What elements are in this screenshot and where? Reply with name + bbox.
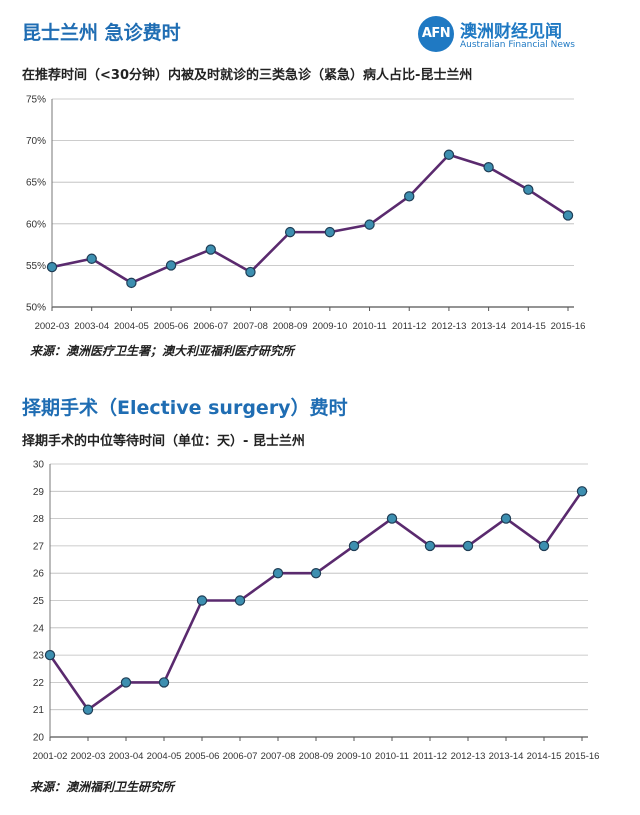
data-point [348, 540, 360, 552]
y-tick-label: 22 [33, 678, 45, 689]
data-point [82, 704, 94, 715]
chart2-subtitle: 择期手术的中位等待时间（单位：天）- 昆士兰州 [22, 434, 305, 449]
data-point [483, 162, 494, 173]
y-tick-label: 24 [33, 623, 45, 634]
x-tick-label: 2001-02 [33, 751, 68, 762]
data-point [523, 184, 534, 195]
x-tick-label: 2015-16 [565, 751, 600, 762]
x-tick-label: 2007-08 [261, 751, 296, 762]
y-tick-label: 75% [26, 95, 46, 106]
x-tick-label: 2009-10 [312, 321, 347, 332]
data-point [234, 595, 246, 606]
x-tick-label: 2013-14 [471, 321, 506, 332]
data-point [576, 486, 588, 497]
data-point [284, 226, 296, 238]
x-tick-label: 2006-07 [193, 321, 228, 332]
chart1-source: 来源：澳洲医疗卫生署；澳大利亚福利医疗研究所 [30, 344, 295, 358]
data-point [158, 677, 170, 688]
data-point [324, 226, 336, 238]
afn-logo-chinese: 澳洲财经见闻 [460, 22, 562, 42]
data-point [272, 567, 284, 579]
x-tick-label: 2014-15 [527, 751, 562, 762]
x-tick-label: 2004-05 [147, 751, 182, 762]
y-tick-label: 23 [33, 651, 45, 662]
data-point [364, 219, 375, 230]
x-tick-label: 2010-11 [375, 751, 409, 762]
x-tick-label: 2010-11 [352, 321, 386, 332]
x-tick-label: 2013-14 [489, 751, 524, 762]
x-tick-label: 2003-04 [74, 321, 109, 332]
data-point [120, 677, 132, 688]
x-tick-label: 2008-09 [273, 321, 308, 332]
series-line [51, 153, 569, 285]
x-tick-label: 2003-04 [109, 751, 144, 762]
data-point [462, 540, 474, 552]
chart1-section-title: 昆士兰州 急诊费时 [22, 22, 181, 44]
data-point [205, 244, 216, 255]
y-tick-label: 70% [26, 136, 46, 147]
x-tick-label: 2002-03 [71, 751, 106, 762]
afn-logo: AFN 澳洲财经见闻 Australian Financial News [418, 16, 618, 56]
data-point [386, 513, 398, 524]
x-tick-label: 2004-05 [114, 321, 149, 332]
x-tick-label: 2005-06 [185, 751, 220, 762]
y-tick-label: 30 [33, 460, 45, 471]
y-tick-label: 28 [33, 514, 45, 525]
data-point [44, 649, 56, 661]
chart2-section-title: 择期手术（Elective surgery）费时 [22, 397, 348, 419]
y-tick-label: 55% [26, 261, 46, 272]
x-tick-label: 2014-15 [511, 321, 546, 332]
data-point [46, 261, 58, 273]
y-tick-label: 21 [33, 705, 45, 716]
chart2-svg: 30 29 28 27 26 25 24 23 22 21 20 2001-02 2002-03 2003… [33, 460, 600, 763]
y-tick-label: 60% [26, 219, 46, 230]
x-tick-label: 2012-13 [451, 751, 486, 762]
y-tick-label: 25 [33, 596, 45, 607]
data-point [404, 191, 415, 202]
data-point [500, 513, 512, 524]
chart1-subtitle: 在推荐时间（<30分钟）内被及时就诊的三类急诊（紧急）病人占比-昆士兰州 [22, 68, 473, 83]
y-tick-label: 29 [33, 487, 45, 498]
data-point [538, 540, 550, 552]
x-tick-label: 2015-16 [551, 321, 586, 332]
afn-logo-mark: AFN [418, 16, 454, 52]
y-tick-label: 26 [33, 569, 45, 580]
y-tick-label: 50% [26, 303, 46, 314]
data-point [443, 149, 455, 160]
x-tick-label: 2005-06 [154, 321, 189, 332]
afn-logo-english: Australian Financial News [460, 40, 575, 50]
data-point [245, 266, 256, 278]
data-point [86, 253, 97, 264]
x-tick-label: 2011-12 [392, 321, 426, 332]
data-point [310, 567, 322, 579]
x-tick-label: 2006-07 [223, 751, 258, 762]
data-point [562, 210, 574, 221]
x-tick-label: 2008-09 [299, 751, 334, 762]
chart1-svg: 75% 70% 65% 60% 55% 50% 2002-03 2003-04 2004-05 2… [26, 95, 586, 333]
y-tick-label: 20 [33, 733, 45, 744]
x-tick-label: 2009-10 [337, 751, 372, 762]
data-point [165, 260, 177, 271]
y-tick-label: 65% [26, 178, 46, 189]
y-tick-label: 27 [33, 541, 45, 552]
data-point [126, 277, 137, 289]
x-tick-label: 2002-03 [35, 321, 70, 332]
data-point [196, 595, 208, 606]
x-tick-label: 2011-12 [413, 751, 447, 762]
data-point [424, 540, 436, 552]
x-tick-label: 2012-13 [431, 321, 466, 332]
chart2-source: 来源：澳洲福利卫生研究所 [30, 780, 175, 794]
x-tick-label: 2007-08 [233, 321, 268, 332]
